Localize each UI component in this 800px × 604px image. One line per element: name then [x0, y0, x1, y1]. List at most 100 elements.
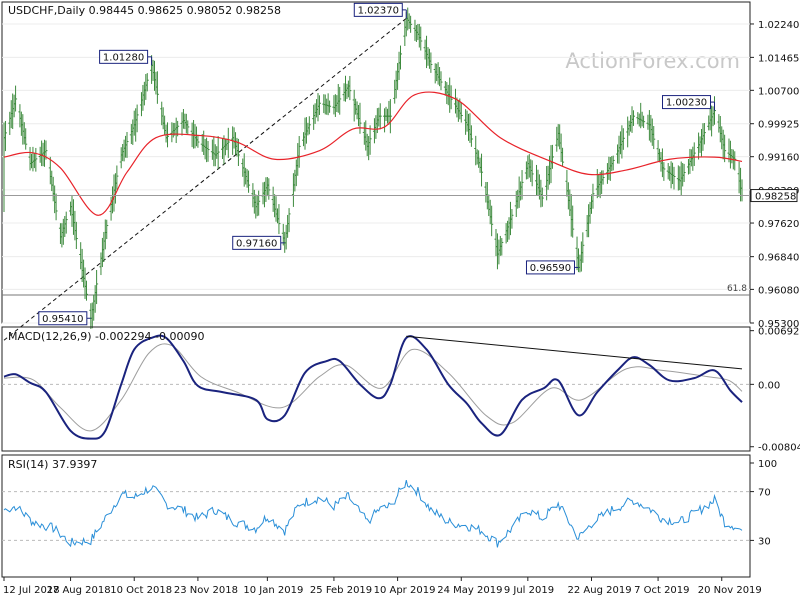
- x-tick-label: 10 Jan 2019: [243, 585, 303, 596]
- ohlc-bar: [348, 75, 352, 101]
- ohlc-bar: [571, 205, 575, 238]
- ohlc-bar: [581, 232, 585, 263]
- ohlc-bar: [550, 144, 554, 169]
- ohlc-bar: [500, 238, 504, 256]
- ohlc-bar: [510, 209, 514, 229]
- ohlc-bar: [621, 128, 625, 150]
- price-bars: [2, 7, 744, 329]
- swing-annotation: 1.01280: [99, 49, 153, 66]
- ohlc-bar: [702, 122, 706, 145]
- macd-title: MACD(12,26,9) -0.002294 -0.00090: [8, 330, 204, 343]
- ohlc-bar: [196, 135, 200, 148]
- ohlc-bar: [216, 136, 220, 169]
- ohlc-bar: [115, 165, 119, 190]
- annotation-label: 1.02370: [358, 5, 399, 16]
- ohlc-bar: [368, 125, 372, 155]
- ohlc-bar: [459, 102, 463, 123]
- ohlc-bar: [692, 142, 696, 167]
- last-price-label: 0.98258: [755, 192, 796, 203]
- macd-line: [3, 334, 743, 440]
- rsi-y-axis: 100 70 30: [750, 459, 777, 547]
- ohlc-bar: [297, 136, 301, 168]
- ohlc-bar: [145, 73, 149, 92]
- last-price-box: [750, 189, 798, 203]
- price-tick-label: 0.99925: [758, 120, 799, 131]
- ohlc-bar: [338, 86, 342, 115]
- ohlc-bar: [662, 162, 666, 181]
- ohlc-bar: [328, 100, 332, 113]
- ohlc-bar: [480, 153, 484, 187]
- swing-annotation: 0.95410: [38, 311, 91, 326]
- ohlc-bar: [236, 138, 240, 167]
- macd-panel-frame: [1, 326, 751, 452]
- rsi-tick-label: 30: [758, 536, 771, 547]
- rsi-tick-label: 100: [758, 459, 777, 470]
- ohlc-bar: [469, 125, 473, 147]
- ohlc-bar: [226, 127, 230, 158]
- x-tick-label: 10 Apr 2019: [374, 585, 436, 596]
- ohlc-bar: [317, 95, 321, 115]
- rsi-tick-label: 70: [758, 488, 771, 499]
- rsi-title: RSI(14) 37.9397: [8, 458, 97, 471]
- ohlc-bar: [591, 183, 595, 209]
- ohlc-bar: [439, 71, 443, 91]
- ohlc-bar: [95, 269, 99, 305]
- price-tick-label: 0.96840: [758, 253, 799, 264]
- price-tick-label: 1.00700: [758, 86, 799, 97]
- fib-level-line: 61.8: [2, 284, 750, 296]
- trendline: [3, 17, 407, 341]
- macd-panel: 0.006927 0.00 -0.008049 MACD(12,26,9) -0.0…: [1, 326, 800, 454]
- ohlc-bar: [125, 132, 129, 158]
- x-tick-label: 23 Nov 2018: [174, 585, 238, 596]
- x-tick-label: 7 Oct 2019: [634, 585, 689, 596]
- ohlc-bar: [652, 126, 656, 150]
- ohlc-bar: [429, 52, 433, 73]
- ohlc-bar: [54, 193, 58, 221]
- macd-y-axis: 0.006927 0.00 -0.008049: [750, 327, 800, 454]
- x-tick-label: 9 Jul 2019: [504, 585, 554, 596]
- x-tick-label: 10 Oct 2018: [110, 585, 172, 596]
- price-tick-label: 1.02240: [758, 20, 799, 31]
- ohlc-bar: [601, 170, 605, 185]
- ohlc-bar: [135, 104, 139, 133]
- ohlc-bar: [378, 103, 382, 130]
- annotation-label: 0.95410: [42, 314, 83, 325]
- price-tick-label: 0.96080: [758, 285, 799, 296]
- ohlc-bar: [409, 15, 413, 33]
- price-y-axis: 1.022401.014651.007000.999250.991600.983…: [2, 20, 799, 330]
- x-tick-label: 25 Feb 2019: [310, 585, 372, 596]
- ohlc-bar: [307, 116, 311, 135]
- annotation-label: 0.96590: [530, 263, 571, 274]
- ohlc-bar: [206, 140, 210, 162]
- ohlc-bar: [186, 120, 190, 135]
- ohlc-bar: [682, 163, 686, 182]
- ohlc-bar: [3, 120, 7, 152]
- price-tick-label: 1.01465: [758, 53, 799, 64]
- rsi-panel-frame: [1, 454, 751, 578]
- macd-signal-line: [3, 343, 743, 432]
- ohlc-bar: [277, 204, 281, 235]
- macd-tick-label: 0.006927: [758, 327, 800, 338]
- x-tick-label: 20 Nov 2019: [698, 585, 762, 596]
- swing-annotation: 0.96590: [525, 260, 579, 275]
- ohlc-bar: [74, 221, 78, 250]
- ohlc-bar: [24, 128, 28, 150]
- ohlc-bar: [561, 147, 565, 167]
- macd-divergence-line: [406, 335, 743, 370]
- rsi-gridlines: [2, 491, 750, 541]
- x-tick-label: 22 Aug 2019: [568, 585, 632, 596]
- ohlc-bar: [419, 26, 423, 51]
- ohlc-bar: [398, 45, 402, 70]
- price-panel: ActionForex.com 61.8 1.02370 1.01280 1.002…: [1, 1, 799, 341]
- ohlc-bar: [611, 155, 615, 171]
- x-tick-label: 12 Jul 2018: [3, 585, 60, 596]
- swing-annotation: 0.97160: [232, 235, 285, 250]
- ohlc-bar: [733, 151, 737, 171]
- watermark: ActionForex.com: [565, 49, 740, 73]
- price-gridlines: [2, 23, 750, 324]
- ohlc-bar: [631, 110, 635, 126]
- rsi-line: [3, 479, 743, 548]
